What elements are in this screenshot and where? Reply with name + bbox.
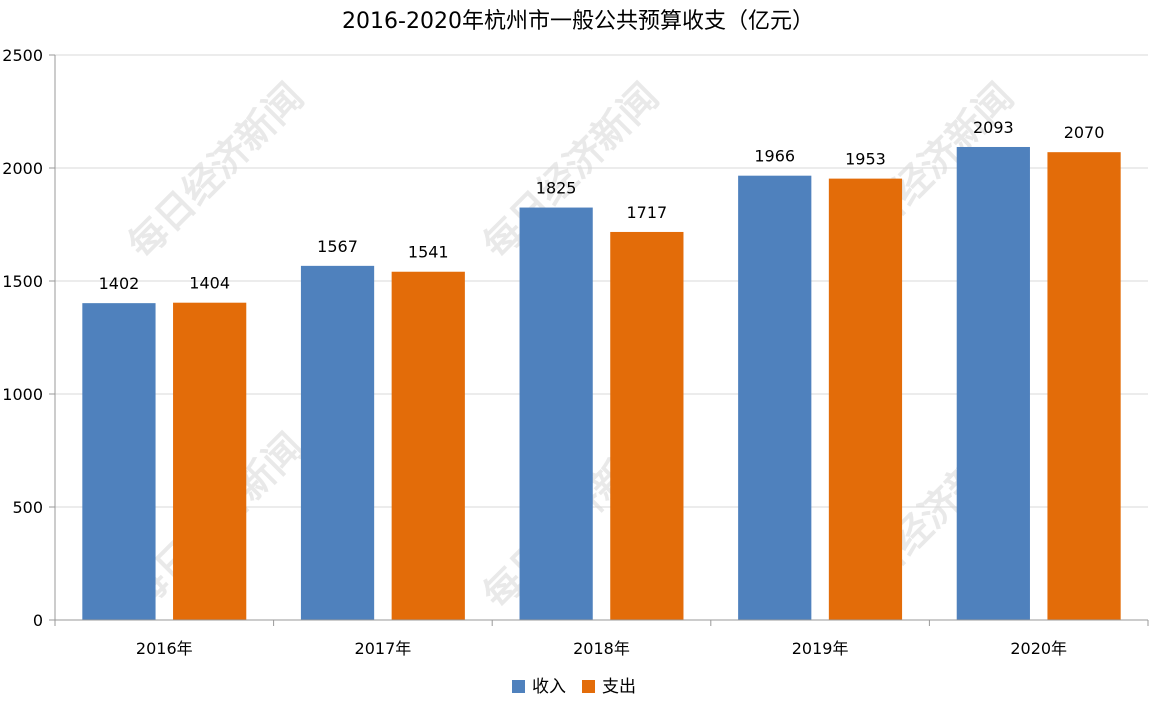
bars: 1402 1567 1825 1966 2093 1404 1541 1717 1953 2070 [82,118,1121,621]
legend-swatch [582,680,595,693]
y-tick-label: 1000 [2,385,43,404]
y-tick-label: 2000 [2,159,43,178]
data-label: 1966 [754,147,795,166]
bar-income [519,207,593,621]
bar-income [82,303,156,620]
y-tick-label: 0 [33,611,43,630]
data-label: 1404 [189,274,230,293]
bar-expense [828,178,903,620]
watermark-text: 每日经济新闻 [119,74,312,267]
x-tick-label: 2020年 [1010,639,1067,658]
legend-swatch [512,680,525,693]
legend: 收入 支出 [512,677,636,697]
x-tick-label: 2018年 [573,639,630,658]
data-label: 1402 [99,274,140,293]
bar-expense [173,302,247,620]
chart-title: 2016-2020年杭州市一般公共预算收支（亿元） [342,9,814,34]
x-tick-label: 2016年 [136,639,193,658]
bar-expense [391,271,465,620]
bar-expense [610,231,684,620]
y-tick-label: 500 [12,498,43,517]
data-label: 1953 [845,150,886,169]
y-tick-label: 1500 [2,272,43,291]
data-label: 1541 [408,243,449,262]
y-tick-label: 2500 [2,46,43,65]
x-tick-label: 2019年 [792,639,849,658]
x-tick-label: 2017年 [355,639,412,658]
bar-income [956,146,1030,620]
legend-label: 收入 [532,677,566,697]
bar-income [738,175,812,620]
bar-income [300,265,375,620]
data-label: 2093 [973,118,1014,137]
data-label: 2070 [1064,123,1105,142]
x-axis: 2016年 2017年 2018年 2019年 2020年 [54,619,1149,658]
data-label: 1567 [317,237,358,256]
y-axis: 0 500 1000 1500 2000 2500 [2,46,56,630]
data-label: 1717 [627,203,668,222]
data-label: 1825 [536,179,577,198]
legend-label: 支出 [602,677,636,697]
bar-expense [1047,152,1121,620]
